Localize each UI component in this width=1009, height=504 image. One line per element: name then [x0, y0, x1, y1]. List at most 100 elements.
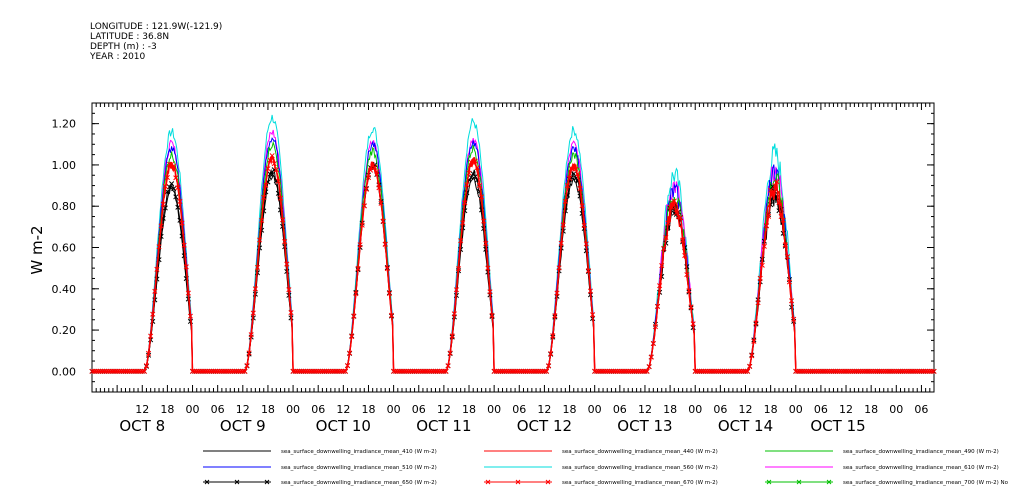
series-marker [166, 184, 173, 190]
series-marker [686, 288, 692, 294]
series-marker [152, 288, 158, 294]
series-marker [120, 368, 126, 374]
series-marker [529, 368, 535, 374]
series-marker [784, 254, 790, 260]
plot-border [91, 102, 935, 393]
series-marker [690, 321, 696, 327]
series-marker [460, 220, 466, 226]
x-hour-tick-label: 12 [236, 403, 250, 416]
x-hour-tick-label: 12 [336, 403, 350, 416]
series-marker [531, 368, 537, 374]
x-hour-tick-label: 06 [814, 403, 828, 416]
series-marker [166, 161, 173, 167]
x-hour-tick-label: 18 [764, 403, 778, 416]
series-marker [332, 368, 338, 374]
series-marker [803, 368, 809, 374]
series-marker [388, 312, 395, 318]
series-layer [89, 114, 937, 374]
series-marker [169, 181, 175, 187]
series-marker [868, 368, 874, 374]
x-hour-tick-label: 18 [563, 403, 577, 416]
x-axis: 12 18 00 06 12 18 00 06 12 18 00 06 12 18 00 06 12 18 00 06… [91, 103, 935, 435]
x-day-label: OCT 10 [316, 417, 371, 435]
y-tick-label: 1.00 [52, 159, 77, 172]
x-hour-tick-label: 06 [211, 403, 225, 416]
series-marker [776, 200, 782, 206]
series-marker [600, 368, 606, 374]
series-marker [713, 368, 719, 374]
x-day-label: OCT 12 [517, 417, 572, 435]
legend-marker [204, 479, 210, 485]
series-marker [338, 368, 344, 374]
series-marker [866, 368, 872, 374]
series-marker [294, 368, 300, 374]
series-marker [694, 368, 700, 374]
series-marker [757, 275, 763, 281]
x-hour-tick-label: 18 [361, 403, 375, 416]
series-marker [181, 242, 187, 248]
series-marker [217, 368, 223, 374]
legend-label: sea_surface_downwelling_irradiance_mean_… [562, 480, 718, 486]
series-marker [455, 266, 462, 272]
series-marker [160, 201, 166, 207]
series-marker [277, 195, 284, 201]
legend-marker [485, 479, 491, 485]
series-marker [749, 353, 755, 359]
series-marker [303, 368, 309, 374]
series-marker [728, 368, 734, 374]
series-marker [420, 368, 426, 374]
series-marker [571, 171, 577, 177]
legend-marker [826, 479, 832, 485]
series-marker [828, 368, 834, 374]
series-marker [822, 368, 828, 374]
series-marker [246, 350, 252, 356]
series-marker [793, 368, 799, 374]
x-hour-tick-label: 06 [512, 403, 526, 416]
series-marker [236, 368, 242, 374]
series-marker [719, 368, 726, 374]
series-marker [422, 368, 428, 374]
series-marker [261, 194, 267, 200]
series-marker [250, 310, 256, 316]
series-marker [711, 368, 717, 374]
series-marker [374, 168, 380, 175]
series-line [92, 155, 934, 373]
series-marker [629, 368, 635, 374]
series-marker [665, 220, 671, 226]
series-marker [535, 368, 541, 374]
series-marker [244, 362, 250, 369]
series-marker [104, 368, 110, 374]
x-day-label: OCT 15 [810, 417, 865, 435]
series-marker [623, 368, 629, 374]
series-marker [150, 311, 156, 317]
series-marker [259, 217, 265, 223]
series-marker [678, 215, 684, 221]
x-hour-tick-label: 12 [638, 403, 652, 416]
series-marker [745, 368, 751, 374]
series-marker [196, 368, 202, 374]
series-marker [357, 242, 363, 248]
series-marker [543, 368, 550, 374]
series-marker [412, 368, 418, 374]
series-marker [512, 368, 518, 374]
series-marker [265, 166, 271, 172]
series-marker [238, 368, 244, 374]
series-marker [797, 368, 803, 374]
x-hour-tick-label: 18 [462, 403, 476, 416]
series-marker [395, 368, 401, 374]
legend-label: sea_surface_downwelling_irradiance_mean_… [281, 480, 437, 486]
series-marker [650, 341, 656, 347]
series-marker [602, 368, 608, 374]
series-marker [849, 368, 855, 374]
series-marker [644, 368, 650, 374]
series-marker [275, 178, 281, 184]
series-marker [820, 368, 826, 374]
legend-label: sea_surface_downwelling_irradiance_mean_… [562, 465, 718, 471]
series-marker [696, 368, 702, 374]
x-hour-tick-label: 12 [437, 403, 451, 416]
x-day-label: OCT 14 [718, 417, 773, 435]
y-axis-label: W m-2 [28, 225, 46, 274]
series-marker [309, 368, 315, 374]
series-marker [638, 368, 644, 374]
series-marker [780, 217, 786, 223]
